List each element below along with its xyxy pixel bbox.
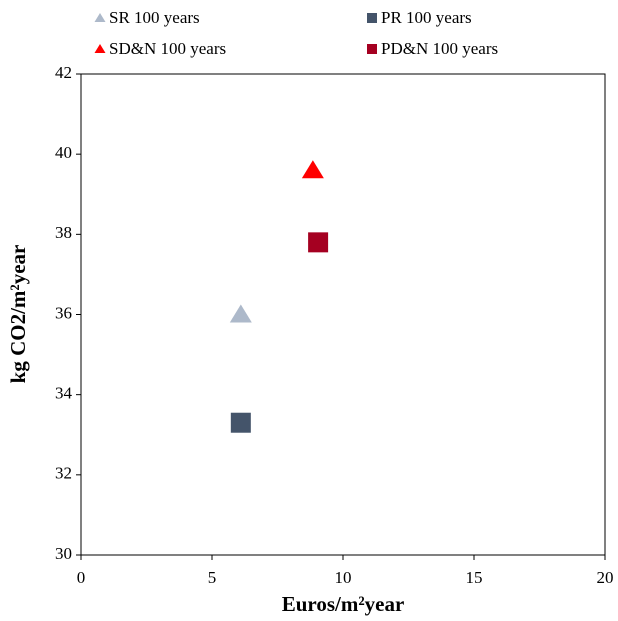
y-tick-label: 40 [55, 143, 72, 162]
legend-label: SR 100 years [109, 8, 200, 27]
y-tick-label: 36 [55, 303, 72, 322]
y-tick-label: 34 [55, 384, 73, 403]
legend-marker [94, 13, 106, 22]
y-tick-label: 32 [55, 464, 72, 483]
x-tick-label: 5 [208, 568, 217, 587]
legend-label: SD&N 100 years [109, 39, 226, 58]
point [308, 232, 329, 253]
legend-label: PD&N 100 years [381, 39, 498, 58]
y-axis-title: kg CO2/m²year [6, 245, 30, 384]
x-tick-label: 0 [77, 568, 86, 587]
y-tick-label: 30 [55, 544, 72, 563]
legend-label: PR 100 years [381, 8, 472, 27]
plot-frame [80, 73, 606, 556]
y-tick-label: 42 [55, 63, 72, 82]
x-tick-label: 20 [597, 568, 614, 587]
legend-marker [94, 44, 106, 53]
legend-marker [367, 44, 377, 54]
point [301, 160, 324, 179]
point [230, 412, 251, 433]
x-tick-label: 15 [466, 568, 483, 587]
legend-marker [367, 13, 377, 23]
x-axis-title: Euros/m²year [282, 592, 405, 616]
point [229, 304, 252, 323]
y-tick-label: 38 [55, 223, 72, 242]
x-tick-label: 10 [335, 568, 352, 587]
